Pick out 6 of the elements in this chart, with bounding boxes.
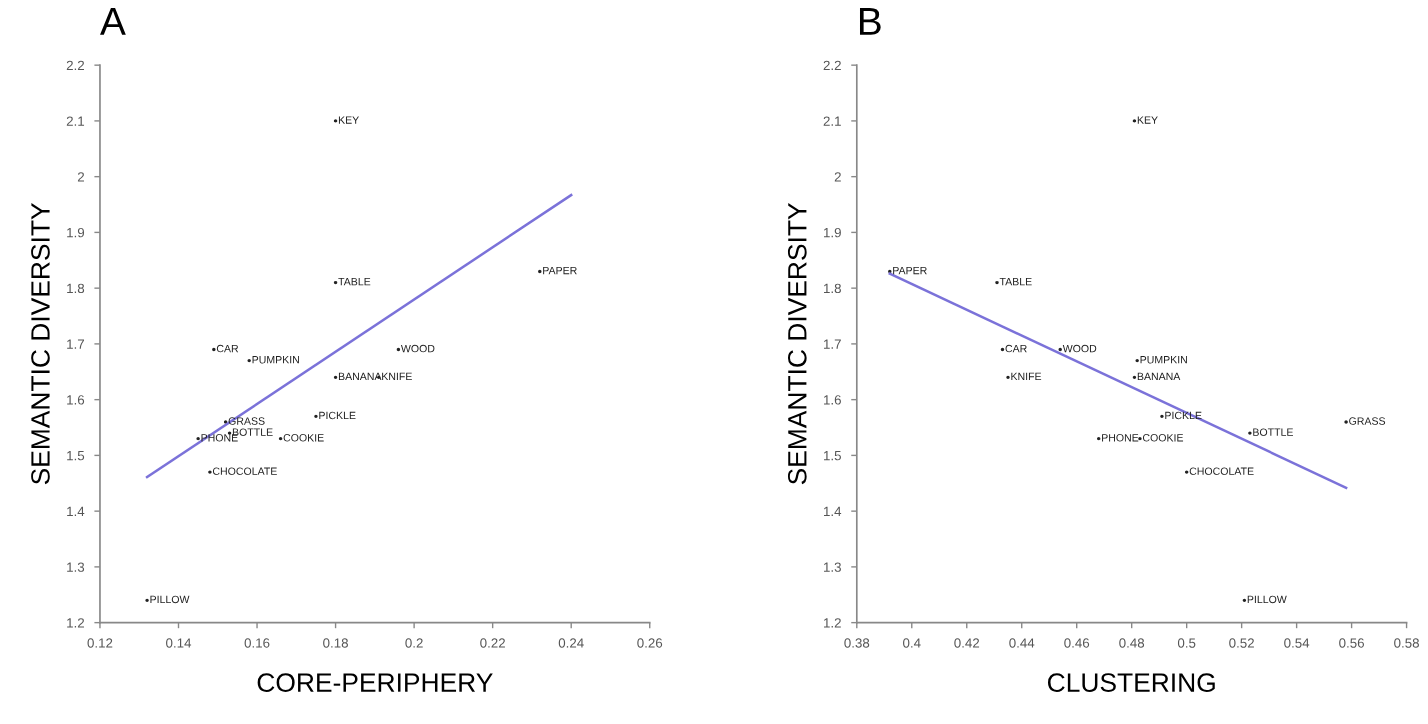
x-axis-title: CORE-PERIPHERY — [257, 673, 493, 692]
chart-title: A — [100, 8, 126, 35]
y-axis-title: SEMANTIC DIVERSITY — [787, 202, 807, 485]
chart-title: B — [859, 8, 881, 35]
x-axis-title: CLUSTERING — [1047, 673, 1215, 692]
y-axis-title: SEMANTIC DIVERSITY — [31, 202, 50, 485]
